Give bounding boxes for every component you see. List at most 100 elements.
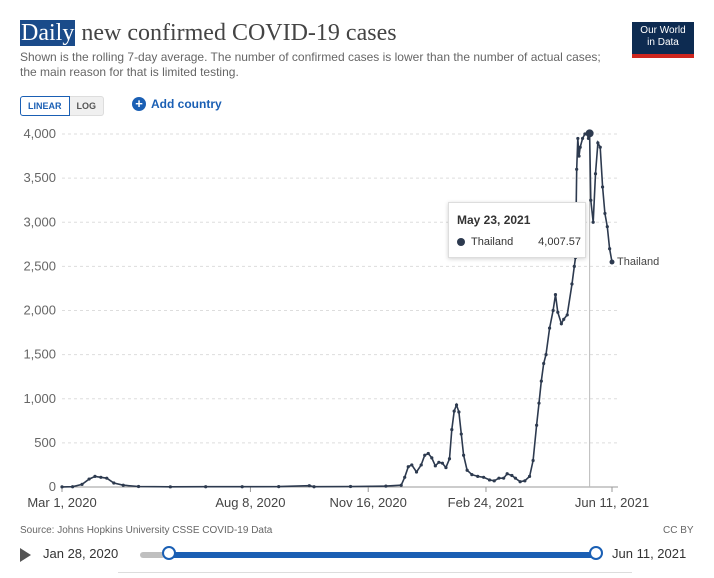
data-point[interactable] xyxy=(591,220,595,224)
data-point[interactable] xyxy=(444,465,448,470)
data-point[interactable] xyxy=(556,310,560,314)
data-point[interactable] xyxy=(450,428,454,432)
data-point[interactable] xyxy=(307,484,311,488)
series-end-point[interactable] xyxy=(609,259,615,265)
data-point[interactable] xyxy=(559,322,563,326)
data-point[interactable] xyxy=(454,403,459,407)
data-point[interactable] xyxy=(459,432,463,436)
data-point[interactable] xyxy=(542,361,546,366)
data-point[interactable] xyxy=(598,145,602,149)
data-point[interactable] xyxy=(608,247,612,251)
data-point[interactable] xyxy=(535,423,539,427)
data-point[interactable] xyxy=(497,476,501,480)
data-point[interactable] xyxy=(168,485,172,489)
data-point[interactable] xyxy=(410,463,414,467)
data-point[interactable] xyxy=(406,465,410,469)
data-point[interactable] xyxy=(510,473,514,478)
play-icon[interactable] xyxy=(20,548,31,562)
data-point[interactable] xyxy=(426,451,430,456)
data-point[interactable] xyxy=(447,457,452,461)
owid-logo[interactable]: Our World in Data xyxy=(632,22,694,58)
data-point[interactable] xyxy=(527,474,532,479)
data-point[interactable] xyxy=(476,474,480,479)
data-point[interactable] xyxy=(502,476,506,480)
license-link[interactable]: CC BY xyxy=(663,525,694,536)
data-point[interactable] xyxy=(80,482,84,486)
data-point[interactable] xyxy=(465,468,469,472)
data-point[interactable] xyxy=(423,453,427,457)
data-point[interactable] xyxy=(589,198,593,202)
data-point[interactable] xyxy=(580,136,585,141)
data-point[interactable] xyxy=(531,458,535,463)
data-point[interactable] xyxy=(457,410,461,414)
data-point[interactable] xyxy=(577,154,581,158)
data-point[interactable] xyxy=(518,480,522,484)
data-point[interactable] xyxy=(419,463,423,467)
data-point[interactable] xyxy=(204,485,208,489)
log-button[interactable]: LOG xyxy=(69,96,104,116)
data-point[interactable] xyxy=(562,317,566,321)
data-point[interactable] xyxy=(539,379,543,383)
data-point[interactable] xyxy=(551,308,555,313)
data-point[interactable] xyxy=(547,326,552,330)
data-point[interactable] xyxy=(93,474,97,479)
data-point[interactable] xyxy=(99,475,103,479)
data-point[interactable] xyxy=(600,185,605,189)
data-point[interactable] xyxy=(430,456,434,460)
data-point[interactable] xyxy=(487,478,492,482)
linear-button[interactable]: LINEAR xyxy=(20,96,70,116)
data-point[interactable] xyxy=(523,479,527,483)
data-point[interactable] xyxy=(348,484,353,489)
data-point[interactable] xyxy=(505,472,509,476)
data-point[interactable] xyxy=(578,145,582,149)
logo-line-1: Our World xyxy=(640,25,686,36)
data-point[interactable] xyxy=(605,225,609,229)
hovered-point[interactable] xyxy=(585,129,594,138)
data-point[interactable] xyxy=(537,401,541,405)
series-end-label[interactable]: Thailand xyxy=(617,256,660,268)
source-note[interactable]: Source: Johns Hopkins University CSSE CO… xyxy=(20,525,273,536)
data-point[interactable] xyxy=(596,141,600,145)
data-point[interactable] xyxy=(570,282,574,286)
data-point[interactable] xyxy=(586,136,591,141)
data-point[interactable] xyxy=(403,475,407,479)
data-point[interactable] xyxy=(462,453,466,457)
data-point[interactable] xyxy=(312,485,316,489)
data-point[interactable] xyxy=(136,484,141,489)
data-point[interactable] xyxy=(575,167,579,171)
data-point[interactable] xyxy=(87,477,91,481)
line-chart[interactable]: 05001,0001,5002,0002,5003,0003,5004,000 … xyxy=(0,0,714,520)
data-point[interactable] xyxy=(576,136,580,141)
data-point[interactable] xyxy=(277,485,281,489)
data-point[interactable] xyxy=(470,473,474,477)
data-point[interactable] xyxy=(572,264,576,268)
data-point[interactable] xyxy=(60,485,64,489)
data-point[interactable] xyxy=(440,461,445,465)
data-point[interactable] xyxy=(482,475,486,479)
data-point[interactable] xyxy=(433,464,437,468)
data-point[interactable] xyxy=(240,485,244,489)
timeline-track[interactable] xyxy=(140,552,165,558)
data-point[interactable] xyxy=(513,476,518,480)
data-point[interactable] xyxy=(384,484,388,488)
data-point[interactable] xyxy=(603,211,607,216)
data-point[interactable] xyxy=(121,483,125,487)
title-highlight[interactable]: Daily xyxy=(20,20,76,46)
data-point[interactable] xyxy=(70,485,75,489)
timeline-end-handle[interactable] xyxy=(589,546,603,560)
data-point[interactable] xyxy=(399,483,403,487)
data-point[interactable] xyxy=(593,172,598,176)
data-point[interactable] xyxy=(565,313,569,317)
add-country-button[interactable]: + Add country xyxy=(132,97,222,111)
timeline-start-handle[interactable] xyxy=(162,546,176,560)
tooltip-value: 4,007.57 xyxy=(538,236,581,248)
data-point[interactable] xyxy=(112,481,116,485)
data-point[interactable] xyxy=(452,409,456,413)
data-point[interactable] xyxy=(105,476,109,480)
data-point[interactable] xyxy=(553,293,558,297)
data-point[interactable] xyxy=(492,479,496,483)
timeline-selected-range[interactable] xyxy=(168,552,596,558)
data-point[interactable] xyxy=(544,353,548,357)
data-point[interactable] xyxy=(437,460,441,464)
data-point[interactable] xyxy=(414,470,419,474)
